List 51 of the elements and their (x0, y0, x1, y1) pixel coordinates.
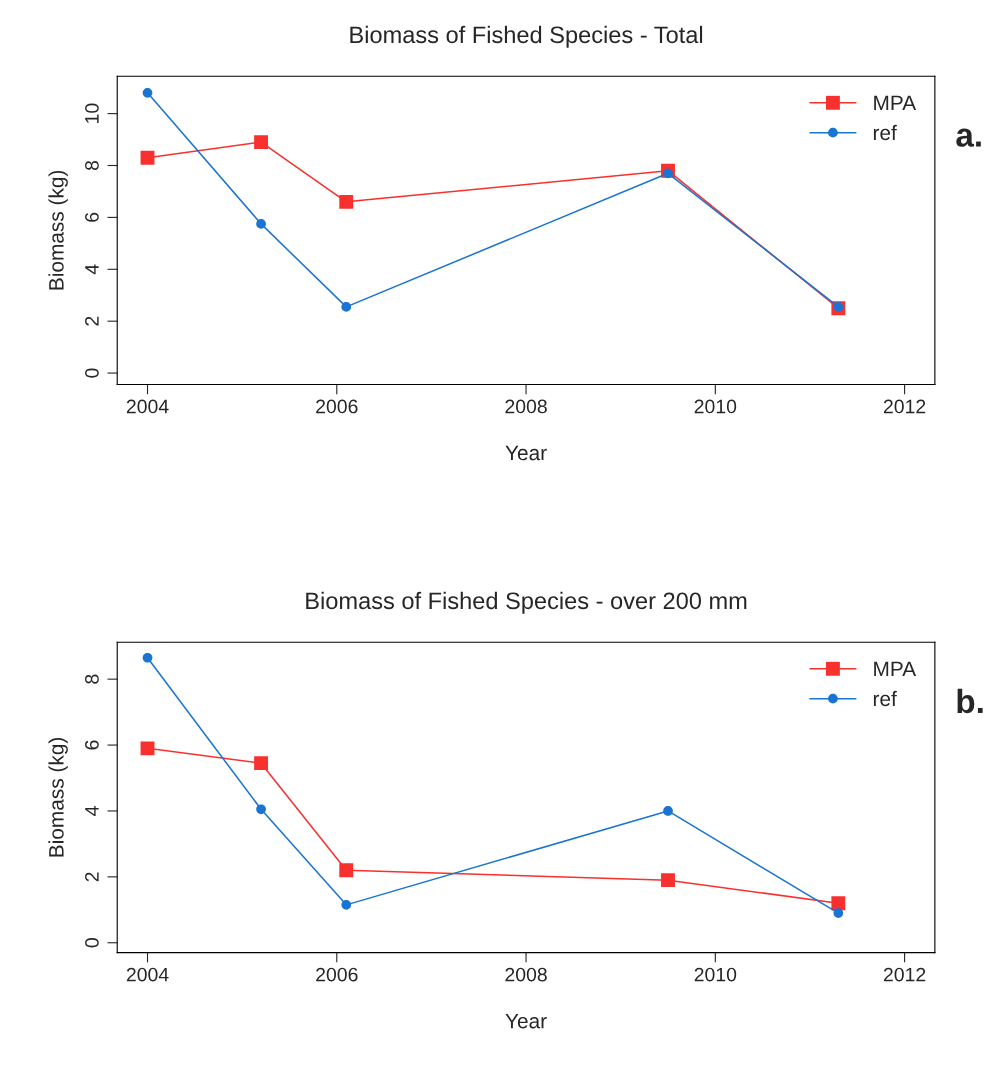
y-tick-label: 6 (85, 740, 99, 750)
y-tick-label: 8 (85, 160, 99, 171)
point (140, 150, 155, 165)
point (339, 863, 354, 878)
point (661, 873, 675, 888)
point (341, 900, 352, 910)
chart-title: Biomass of Fished Species - over 200 mm (306, 591, 747, 614)
x-tick-label: 2010 (694, 967, 737, 982)
point (663, 806, 673, 816)
x-tick-label: 2006 (316, 399, 358, 414)
y-tick-label: 8 (85, 674, 99, 684)
legend-label: MPA (874, 95, 917, 111)
point (341, 302, 352, 312)
point (254, 756, 269, 771)
y-tick-label: 0 (85, 368, 99, 378)
x-axis-title: Year (505, 1013, 547, 1029)
y-tick-label: 4 (85, 806, 99, 816)
x-tick-label: 2012 (883, 399, 926, 414)
legend-label: ref (873, 690, 897, 707)
x-tick-label: 2004 (126, 399, 169, 414)
point (254, 135, 269, 150)
point (256, 219, 266, 229)
point (142, 652, 153, 663)
y-tick-label: 0 (85, 938, 99, 948)
text: b. (957, 688, 983, 714)
y-tick-label: 2 (85, 316, 99, 326)
x-tick-label: 2008 (505, 967, 547, 982)
legend-label: MPA (874, 661, 917, 677)
y-tick-label: 2 (85, 872, 99, 882)
legend-label: ref (873, 124, 897, 141)
point (831, 896, 846, 911)
y-axis-title: Biomass (kg) (48, 737, 68, 857)
x-tick-label: 2006 (316, 967, 358, 982)
x-axis-title: Year (505, 445, 547, 461)
y-tick-label: 6 (85, 212, 99, 222)
y-axis-title: Biomass (kg) (48, 170, 68, 290)
point (140, 741, 155, 756)
text: a. (956, 128, 981, 147)
x-tick-label: 2004 (126, 967, 169, 982)
point (142, 88, 153, 98)
point (256, 804, 266, 815)
point (833, 302, 844, 312)
y-tick-label: 10 (85, 103, 99, 123)
point (663, 168, 673, 179)
point (339, 194, 354, 209)
chart-title: Biomass of Fished Species - Total (350, 25, 703, 48)
x-tick-label: 2008 (505, 399, 547, 414)
x-tick-label: 2010 (694, 399, 737, 414)
point (833, 908, 844, 918)
y-tick-label: 4 (85, 264, 99, 275)
x-tick-label: 2012 (883, 967, 926, 982)
